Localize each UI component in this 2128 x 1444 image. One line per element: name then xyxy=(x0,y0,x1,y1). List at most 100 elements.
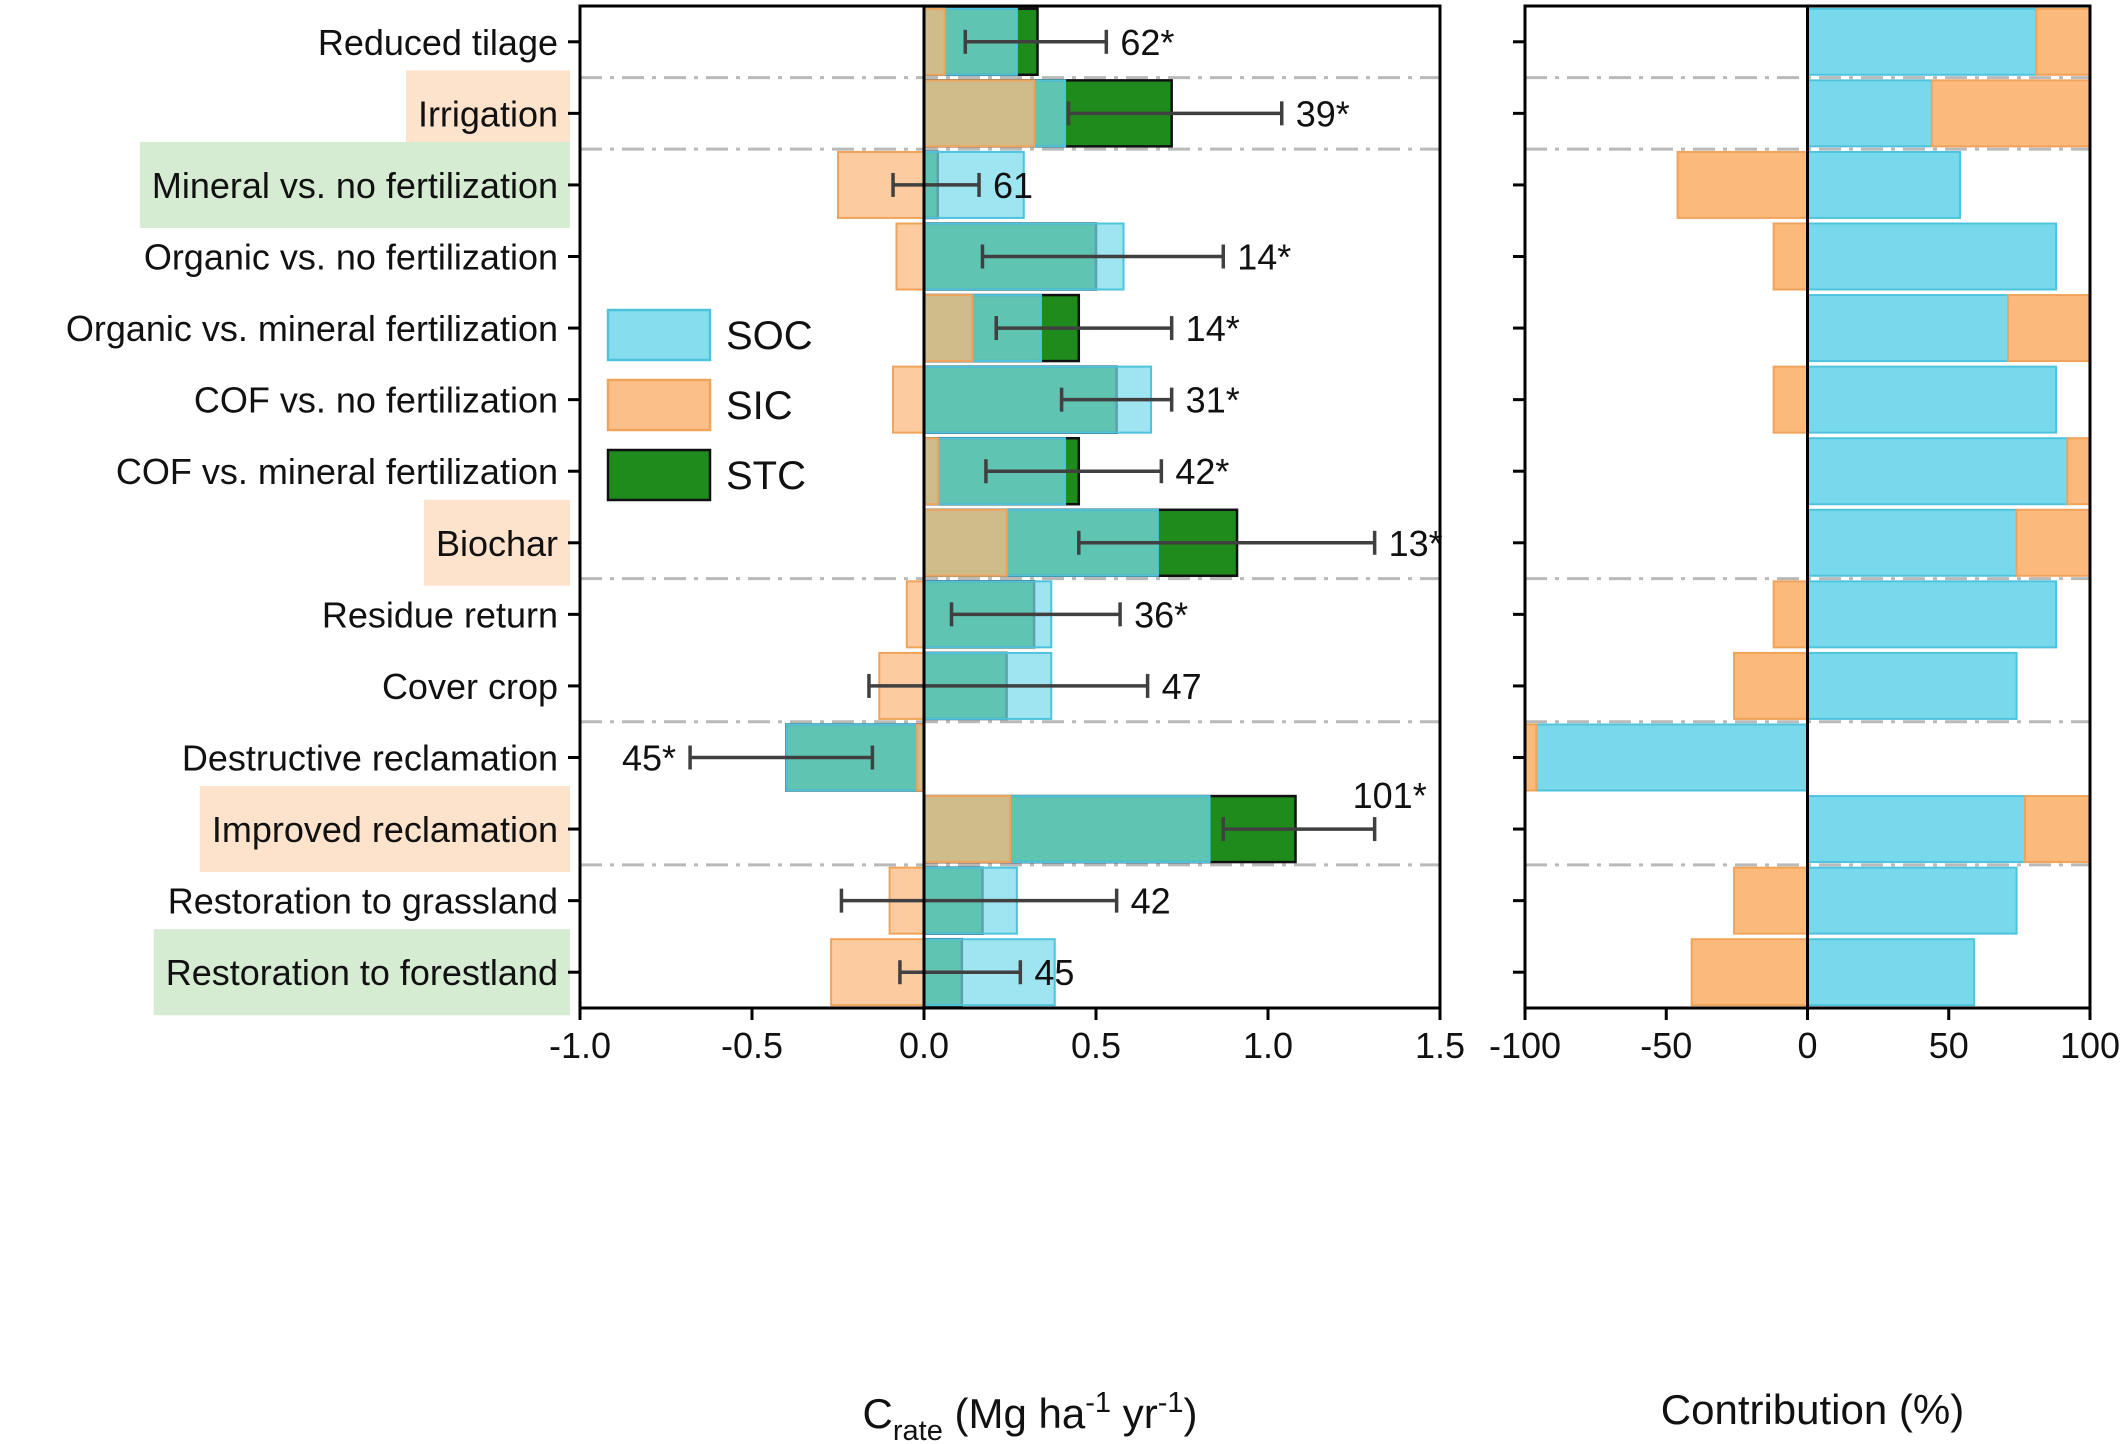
bar-sic xyxy=(923,7,946,76)
category-label: Improved reclamation xyxy=(212,809,558,850)
bar-annotation: 31* xyxy=(1186,380,1240,421)
bar-annotations: 62* 39* 61 14* 14* 31* 42* 13* 36* 47 45* 101* 42 45 xyxy=(622,22,1443,993)
contribution-bar-soc xyxy=(1806,150,1962,219)
bar-annotation: 62* xyxy=(1120,22,1174,63)
left-y-ticks xyxy=(568,40,580,974)
category-label: Organic vs. mineral fertilization xyxy=(66,308,558,349)
category-label: Destructive reclamation xyxy=(182,738,558,779)
legend-label: SIC xyxy=(726,384,793,428)
right-x-axis-label: Contribution (%) xyxy=(1661,1386,1964,1433)
contribution-bar-sic xyxy=(2035,7,2091,76)
contribution-bar-sic xyxy=(2024,795,2092,864)
contribution-bar-sic xyxy=(1690,938,1809,1007)
contribution-bar-soc xyxy=(1806,294,2010,363)
contribution-bar-sic xyxy=(1772,580,1809,649)
bar-sic xyxy=(923,795,1011,864)
bar-annotation: 47 xyxy=(1162,666,1202,707)
contribution-bar-soc xyxy=(1806,651,2018,720)
bar-sic xyxy=(905,580,925,649)
category-labels: Reduced tilage Irrigation Mineral vs. no f… xyxy=(66,22,558,993)
contribution-bar-sic xyxy=(1733,866,1809,935)
bar-annotation: 36* xyxy=(1134,594,1188,635)
contribution-bar-soc xyxy=(1806,7,2038,76)
category-highlights xyxy=(139,70,570,1016)
bar-annotation: 42 xyxy=(1131,881,1171,922)
right-bars xyxy=(1524,7,2092,1007)
right-y-ticks xyxy=(1513,40,1525,974)
legend-swatch xyxy=(606,378,712,432)
left-group-separators xyxy=(580,76,1440,867)
category-highlight xyxy=(153,929,570,1016)
category-highlight xyxy=(199,786,570,873)
bar-sic xyxy=(892,365,925,434)
category-label: Mineral vs. no fertilization xyxy=(152,165,558,206)
legend-label: SOC xyxy=(726,314,813,358)
contribution-bar-sic xyxy=(1733,651,1809,720)
legend-swatch xyxy=(606,308,712,362)
x-tick-label: 1.0 xyxy=(1243,1025,1293,1066)
x-tick-label: 50 xyxy=(1929,1025,1969,1066)
error-bars xyxy=(688,29,1377,985)
x-tick-label: -1.0 xyxy=(549,1025,611,1066)
contribution-bar-soc xyxy=(1806,866,2018,935)
contribution-bar-soc xyxy=(1535,723,1809,792)
bar-sic xyxy=(923,294,974,363)
contribution-bar-soc xyxy=(1806,508,2018,577)
contribution-bar-sic xyxy=(2007,294,2091,363)
contribution-bar-soc xyxy=(1806,795,2027,864)
contribution-bar-sic xyxy=(1676,150,1809,219)
category-highlight xyxy=(423,499,570,586)
contribution-bar-soc xyxy=(1806,365,2058,434)
contribution-bar-soc xyxy=(1806,79,1933,148)
x-tick-label: 0.5 xyxy=(1071,1025,1121,1066)
bar-sic xyxy=(923,79,1036,148)
legend-swatch xyxy=(606,448,712,502)
right-panel: -100 -50 0 50 100 Contribution (%) xyxy=(1489,4,2120,1433)
x-tick-label: 100 xyxy=(2060,1025,2120,1066)
contribution-bar-sic xyxy=(1772,365,1809,434)
left-x-axis: -1.0 -0.5 0.0 0.5 1.0 1.5 xyxy=(549,1008,1465,1066)
contribution-bar-soc xyxy=(1806,938,1976,1007)
contribution-bar-sic xyxy=(2066,437,2091,506)
x-tick-label: -0.5 xyxy=(721,1025,783,1066)
bar-sic xyxy=(923,508,1008,577)
category-label: Irrigation xyxy=(418,93,558,134)
x-tick-label: 0.0 xyxy=(899,1025,949,1066)
category-highlight xyxy=(139,141,570,228)
category-label: Cover crop xyxy=(382,666,558,707)
category-label: Reduced tilage xyxy=(318,22,558,63)
category-label: Organic vs. no fertilization xyxy=(144,237,558,278)
bar-annotation: 39* xyxy=(1296,93,1350,134)
category-label: COF vs. no fertilization xyxy=(194,380,558,421)
contribution-bar-sic xyxy=(1772,222,1809,291)
x-tick-label: -100 xyxy=(1489,1025,1561,1066)
bar-annotation: 14* xyxy=(1237,237,1291,278)
category-label: Restoration to grassland xyxy=(168,881,558,922)
contribution-bar-soc xyxy=(1806,580,2058,649)
legend-label: STC xyxy=(726,454,806,498)
bar-annotation: 45 xyxy=(1034,952,1074,993)
category-label: Restoration to forestland xyxy=(166,952,558,993)
x-tick-label: 1.5 xyxy=(1415,1025,1465,1066)
left-x-axis-label: Crate (Mg ha-1 yr-1) xyxy=(863,1387,1198,1444)
left-panel: 62*39*6114*14*31*42*13*36*4745*101*4245 … xyxy=(549,4,1465,1444)
contribution-bar-sic xyxy=(1524,723,1538,792)
contribution-bar-sic xyxy=(2015,508,2092,577)
right-x-axis: -100 -50 0 50 100 xyxy=(1489,1008,2120,1066)
x-tick-label: -50 xyxy=(1640,1025,1692,1066)
legend: SOC SIC STC xyxy=(606,308,813,502)
bar-sic xyxy=(895,222,925,291)
bar-sic xyxy=(923,437,939,506)
category-label: Biochar xyxy=(436,523,558,564)
bar-annotation: 14* xyxy=(1186,308,1240,349)
x-tick-label: 0 xyxy=(1797,1025,1817,1066)
left-bars xyxy=(785,7,1297,1007)
bar-annotation: 61 xyxy=(993,165,1033,206)
category-label: Residue return xyxy=(322,594,558,635)
bar-annotation: 45* xyxy=(622,738,676,779)
bar-annotation: 13* xyxy=(1389,523,1443,564)
contribution-bar-soc xyxy=(1806,222,2058,291)
bar-annotation: 101* xyxy=(1353,775,1427,816)
left-plot-frame xyxy=(578,4,1442,1010)
